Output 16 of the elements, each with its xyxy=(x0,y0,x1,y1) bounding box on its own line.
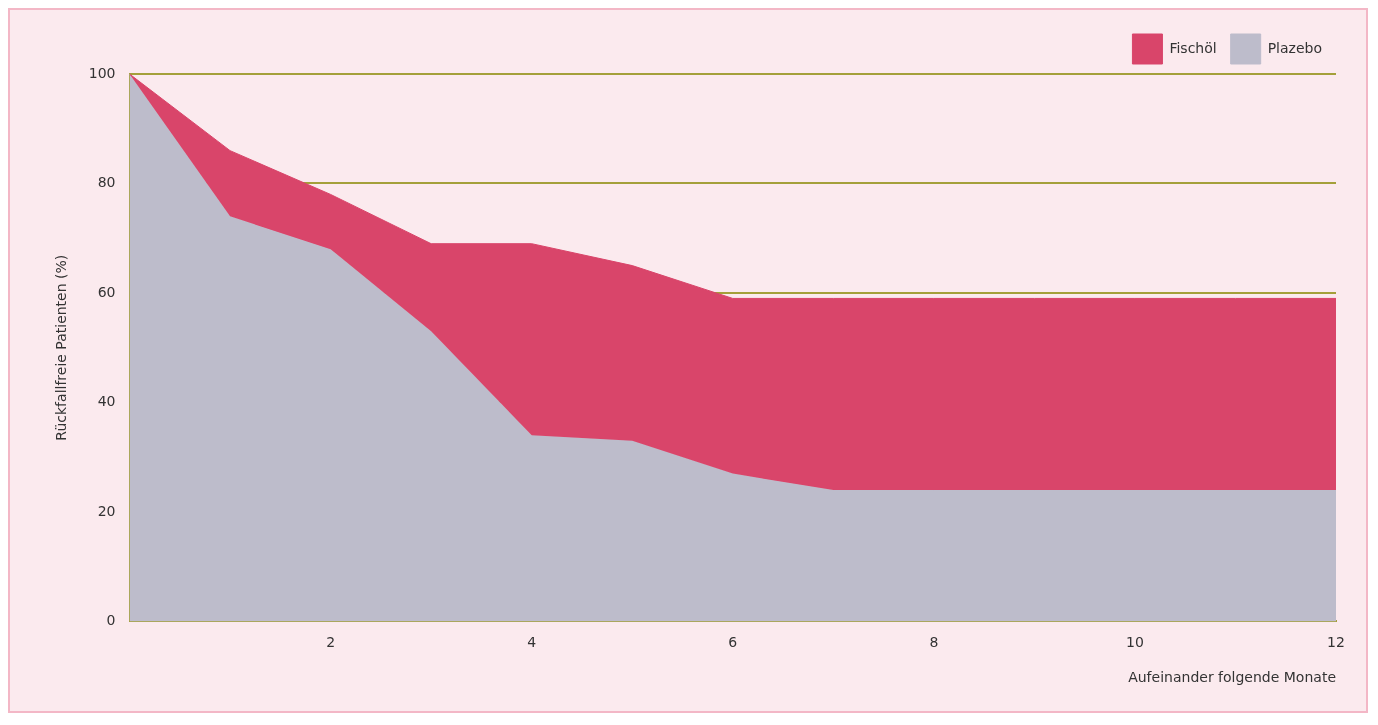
x-tick-label: 12 xyxy=(1327,634,1345,651)
y-tick-label: 20 xyxy=(97,502,116,519)
legend-label: Fischöl xyxy=(1169,39,1217,56)
x-axis-title: Aufeinander folgende Monate xyxy=(1128,669,1336,686)
y-tick-label: 40 xyxy=(97,393,116,410)
x-tick-label: 8 xyxy=(929,634,939,651)
x-tick-label: 4 xyxy=(527,634,537,651)
y-tick-label: 60 xyxy=(97,283,116,300)
legend-label: Plazebo xyxy=(1267,39,1322,56)
x-tick-label: 6 xyxy=(728,634,738,651)
y-axis-title: Rückfallfreie Patienten (%) xyxy=(53,254,70,441)
x-tick-label: 2 xyxy=(326,634,336,651)
y-tick-label: 100 xyxy=(88,64,116,81)
x-tick-label: 10 xyxy=(1126,634,1144,651)
y-tick-label: 80 xyxy=(97,174,116,191)
y-tick-label: 0 xyxy=(106,612,116,629)
